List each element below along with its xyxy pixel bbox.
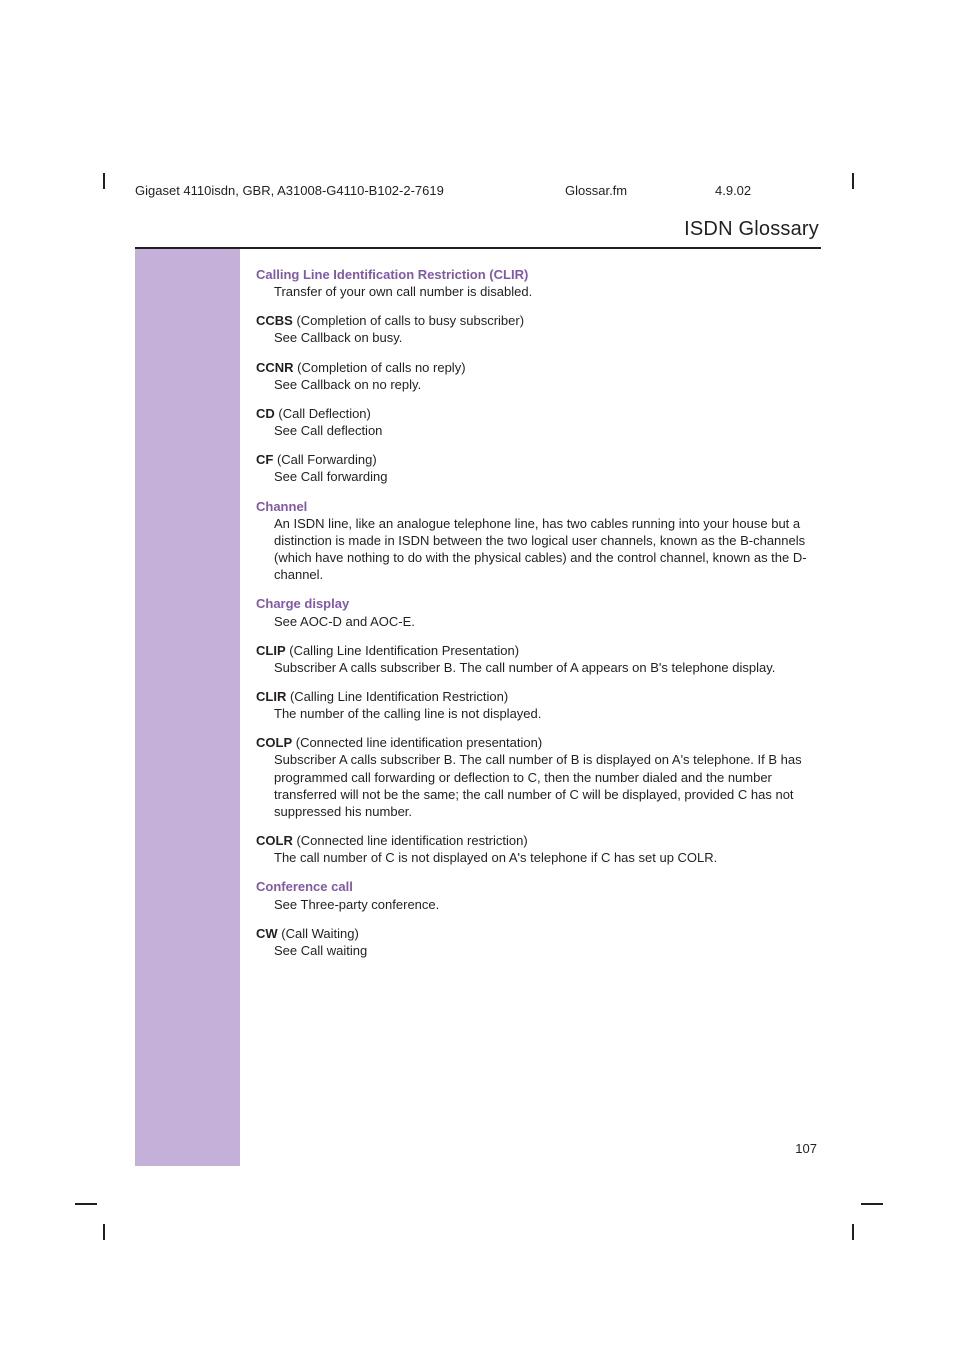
glossary-desc: See Callback on busy. xyxy=(274,329,818,346)
glossary-term: CCBS xyxy=(256,313,293,328)
glossary-entry: Charge display See AOC-D and AOC-E. xyxy=(256,595,818,629)
glossary-entry: Calling Line Identification Restriction … xyxy=(256,266,818,300)
glossary-entry: COLP (Connected line identification pres… xyxy=(256,734,818,820)
glossary-term-suffix: (Call Deflection) xyxy=(275,406,371,421)
glossary-term: COLR xyxy=(256,833,293,848)
page-title: ISDN Glossary xyxy=(684,218,819,241)
glossary-entry: CF (Call Forwarding) See Call forwarding xyxy=(256,451,818,485)
glossary-term-suffix: (Call Forwarding) xyxy=(273,452,376,467)
page-number: 107 xyxy=(795,1141,817,1156)
glossary-desc: See Callback on no reply. xyxy=(274,376,818,393)
crop-mark xyxy=(75,1203,97,1205)
glossary-entry: CLIR (Calling Line Identification Restri… xyxy=(256,688,818,722)
crop-mark xyxy=(852,173,854,189)
glossary-term: Calling Line Identification Restriction … xyxy=(256,267,528,282)
crop-mark xyxy=(852,1224,854,1240)
glossary-desc: The number of the calling line is not di… xyxy=(274,705,818,722)
glossary-desc: See Call deflection xyxy=(274,422,818,439)
glossary-entry: CW (Call Waiting) See Call waiting xyxy=(256,925,818,959)
glossary-desc: See Three-party conference. xyxy=(274,896,818,913)
glossary-term: Channel xyxy=(256,499,307,514)
glossary-desc: Transfer of your own call number is disa… xyxy=(274,283,818,300)
glossary-content: Calling Line Identification Restriction … xyxy=(256,266,818,971)
glossary-term: Charge display xyxy=(256,596,349,611)
header-date: 4.9.02 xyxy=(715,183,751,198)
glossary-term-suffix: (Call Waiting) xyxy=(278,926,359,941)
glossary-term: CD xyxy=(256,406,275,421)
running-header: Gigaset 4110isdn, GBR, A31008-G4110-B102… xyxy=(135,183,819,198)
glossary-entry: CLIP (Calling Line Identification Presen… xyxy=(256,642,818,676)
glossary-term-suffix: (Calling Line Identification Presentatio… xyxy=(286,643,519,658)
glossary-desc: An ISDN line, like an analogue telephone… xyxy=(274,515,818,584)
glossary-term-suffix: (Connected line identification restricti… xyxy=(293,833,528,848)
glossary-desc: See Call waiting xyxy=(274,942,818,959)
glossary-entry: Conference call See Three-party conferen… xyxy=(256,878,818,912)
header-file: Glossar.fm xyxy=(565,183,627,198)
glossary-desc: The call number of C is not displayed on… xyxy=(274,849,818,866)
glossary-term: CLIP xyxy=(256,643,286,658)
glossary-term: CLIR xyxy=(256,689,286,704)
glossary-term: CW xyxy=(256,926,278,941)
glossary-term: CCNR xyxy=(256,360,294,375)
glossary-term-suffix: (Completion of calls to busy subscriber) xyxy=(293,313,524,328)
glossary-desc: See AOC-D and AOC-E. xyxy=(274,613,818,630)
header-doc-id: Gigaset 4110isdn, GBR, A31008-G4110-B102… xyxy=(135,183,444,198)
crop-mark xyxy=(861,1203,883,1205)
glossary-term-suffix: (Completion of calls no reply) xyxy=(294,360,466,375)
glossary-desc: Subscriber A calls subscriber B. The cal… xyxy=(274,751,818,820)
glossary-entry: CCBS (Completion of calls to busy subscr… xyxy=(256,312,818,346)
sidebar-accent xyxy=(135,249,240,1166)
glossary-term: CF xyxy=(256,452,273,467)
glossary-desc: See Call forwarding xyxy=(274,468,818,485)
crop-mark xyxy=(103,1224,105,1240)
crop-mark xyxy=(103,173,105,189)
glossary-entry: Channel An ISDN line, like an analogue t… xyxy=(256,498,818,584)
glossary-term-suffix: (Connected line identification presentat… xyxy=(292,735,542,750)
glossary-term: COLP xyxy=(256,735,292,750)
glossary-term: Conference call xyxy=(256,879,353,894)
glossary-entry: CD (Call Deflection) See Call deflection xyxy=(256,405,818,439)
glossary-term-suffix: (Calling Line Identification Restriction… xyxy=(286,689,508,704)
glossary-desc: Subscriber A calls subscriber B. The cal… xyxy=(274,659,818,676)
glossary-entry: CCNR (Completion of calls no reply) See … xyxy=(256,359,818,393)
glossary-entry: COLR (Connected line identification rest… xyxy=(256,832,818,866)
